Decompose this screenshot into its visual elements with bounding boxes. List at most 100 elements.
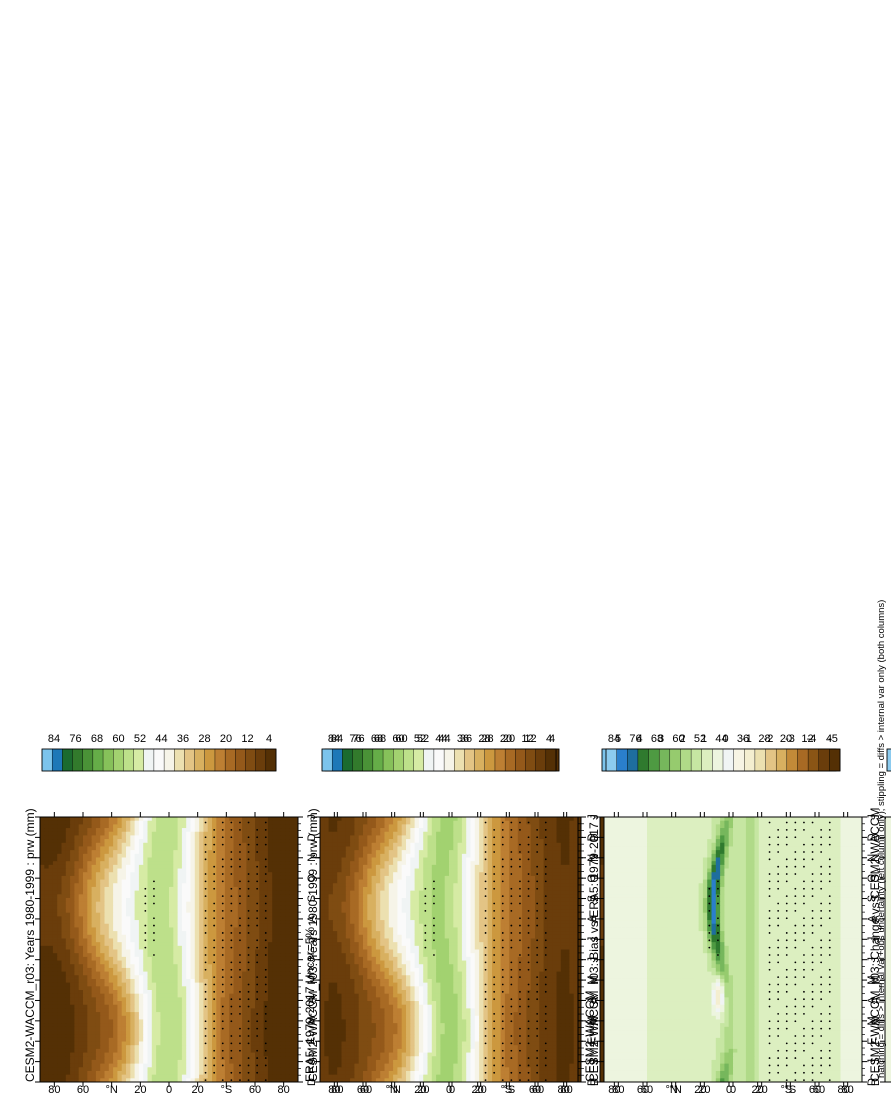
heatmap-cell — [229, 952, 234, 957]
heatmap-cell — [78, 967, 84, 972]
heatmap-cell — [181, 820, 187, 825]
heatmap-cell — [91, 978, 97, 983]
heatmap-cell — [285, 945, 290, 950]
stipple-dot — [247, 1042, 250, 1045]
heatmap-cell — [95, 904, 101, 910]
heatmap-cell — [108, 938, 114, 943]
stipple-dot — [153, 939, 155, 942]
heatmap-cell — [186, 864, 191, 869]
heatmap-cell — [181, 938, 187, 943]
heatmap-cell — [190, 1019, 196, 1024]
heatmap-cell — [108, 886, 114, 891]
heatmap-cell — [276, 934, 282, 939]
heatmap-cell — [104, 971, 110, 976]
heatmap-cell — [250, 941, 256, 946]
heatmap-cell — [95, 996, 101, 1002]
heatmap-cell — [250, 879, 256, 884]
stipple-dot — [221, 843, 224, 846]
heatmap-cell — [276, 963, 282, 968]
heatmap-cell — [126, 886, 131, 891]
heatmap-cell — [194, 868, 200, 873]
heatmap-cell — [87, 882, 92, 887]
heatmap-cell — [242, 886, 247, 891]
heatmap-cell — [70, 1066, 75, 1071]
heatmap-cell — [224, 930, 230, 935]
heatmap-cell — [293, 1011, 298, 1016]
heatmap-cell — [65, 952, 71, 957]
heatmap-cell — [276, 890, 282, 895]
heatmap-cell — [267, 956, 273, 961]
heatmap-cell — [117, 1052, 123, 1057]
heatmap-cell — [74, 857, 80, 862]
heatmap-cell — [267, 853, 273, 858]
heatmap-cell — [70, 817, 75, 821]
heatmap-cell — [61, 960, 67, 965]
heatmap-cell — [44, 1026, 49, 1031]
heatmap-cell — [108, 1044, 114, 1049]
heatmap-cell — [108, 934, 114, 939]
heatmap-cell — [78, 978, 84, 983]
heatmap-cell — [74, 915, 80, 921]
heatmap-cell — [194, 1004, 200, 1009]
heatmap-cell — [212, 1074, 217, 1079]
heatmap-cell — [65, 985, 71, 990]
x-tick-label: A — [306, 996, 318, 1004]
heatmap-cell — [91, 835, 97, 840]
heatmap-cell — [259, 1022, 265, 1027]
heatmap-cell — [293, 1000, 298, 1005]
stipple-dot — [239, 1042, 241, 1045]
heatmap-cell — [160, 1022, 166, 1027]
heatmap-cell — [293, 923, 298, 928]
heatmap-cell — [151, 1004, 157, 1009]
heatmap-cell — [246, 919, 252, 924]
heatmap-cell — [199, 1019, 204, 1024]
heatmap-cell — [83, 864, 88, 869]
heatmap-cell — [40, 817, 45, 821]
heatmap-cell — [143, 857, 148, 862]
heatmap-cell — [259, 923, 265, 928]
heatmap-cell — [78, 853, 84, 858]
stipple-dot — [256, 887, 259, 890]
heatmap-cell — [143, 915, 148, 921]
heatmap-cell — [233, 967, 239, 972]
heatmap-cell — [272, 949, 277, 954]
heatmap-cell — [224, 1015, 230, 1020]
heatmap-cell — [52, 927, 58, 932]
heatmap-cell — [293, 817, 298, 821]
heatmap-cell — [121, 945, 127, 950]
heatmap-cell — [104, 853, 110, 858]
heatmap-cell — [160, 960, 166, 965]
heatmap-cell — [78, 838, 84, 843]
stipple-dot — [144, 902, 147, 905]
heatmap-cell — [91, 956, 97, 961]
heatmap-cell — [70, 853, 75, 858]
stipple-dot — [239, 961, 241, 964]
heatmap-cell — [289, 1059, 295, 1064]
heatmap-cell — [194, 952, 200, 957]
heatmap-cell — [267, 1041, 273, 1046]
heatmap-cell — [169, 1000, 174, 1005]
heatmap-cell — [160, 817, 166, 821]
heatmap-cell — [194, 967, 200, 972]
heatmap-cell — [138, 978, 144, 983]
heatmap-cell — [113, 1022, 118, 1027]
heatmap-cell — [207, 923, 213, 928]
heatmap-cell — [95, 1004, 101, 1009]
heatmap-cell — [121, 1019, 127, 1024]
heatmap-cell — [104, 886, 110, 891]
heatmap-cell — [220, 985, 226, 990]
stipple-dot — [153, 932, 155, 934]
heatmap-cell — [48, 890, 54, 895]
heatmap-cell — [233, 960, 239, 965]
stipple-dot — [221, 1049, 224, 1052]
heatmap-cell — [83, 1041, 88, 1046]
heatmap-cell — [78, 827, 84, 832]
heatmap-cell — [104, 1011, 110, 1016]
heatmap-cell — [186, 978, 191, 983]
heatmap-cell — [160, 982, 166, 987]
stipple-dot — [256, 1013, 259, 1015]
heatmap-cell — [212, 956, 217, 961]
heatmap-cell — [156, 868, 161, 873]
heatmap-cell — [83, 934, 88, 939]
heatmap-cell — [177, 978, 183, 983]
